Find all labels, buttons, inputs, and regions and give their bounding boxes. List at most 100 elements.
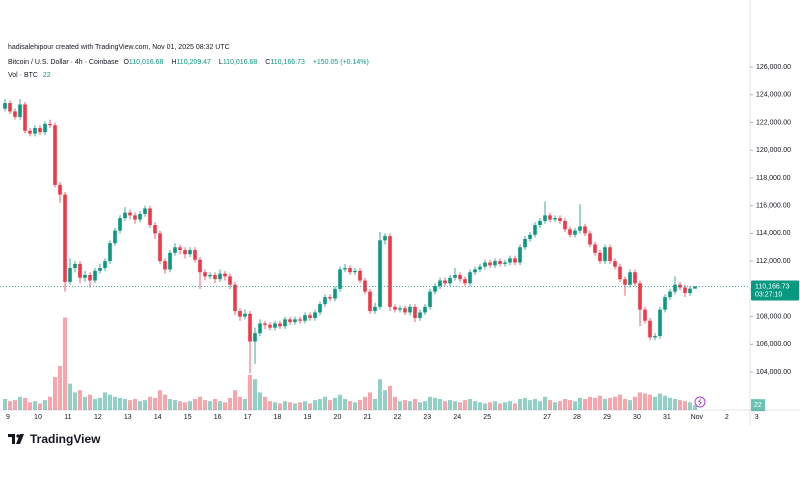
candle-body xyxy=(38,128,42,133)
candle-body xyxy=(13,111,17,117)
volume-bar xyxy=(223,402,227,410)
candle-body xyxy=(23,104,27,131)
candle-body xyxy=(358,270,362,281)
candle-body xyxy=(18,104,22,117)
candle-body xyxy=(628,272,632,285)
candle-body xyxy=(343,268,347,270)
candle-body xyxy=(613,261,617,267)
volume-bar xyxy=(618,394,622,410)
event-marker xyxy=(694,396,706,408)
candle-body xyxy=(428,291,432,307)
candle-body xyxy=(193,250,197,260)
volume-bar xyxy=(78,390,82,410)
y-tick-label: 118,000.00 xyxy=(756,175,791,182)
x-tick-label: 12 xyxy=(94,414,102,421)
volume-bar xyxy=(688,402,692,410)
candle-body xyxy=(508,258,512,263)
candle-body xyxy=(598,252,602,262)
candle-body xyxy=(423,306,427,313)
candle-body xyxy=(448,277,452,284)
y-tick-label: 124,000.00 xyxy=(756,92,791,99)
volume-bar xyxy=(473,401,477,410)
candle-body xyxy=(163,261,167,270)
candle-body xyxy=(108,243,112,262)
ohlc-prefix: O xyxy=(123,59,129,66)
volume-bar xyxy=(353,402,357,410)
y-tick-label: 108,000.00 xyxy=(756,313,791,320)
volume-bar xyxy=(343,399,347,410)
ohlc-prefix: C xyxy=(265,59,271,66)
candle-body xyxy=(493,261,497,266)
candle-body xyxy=(373,306,377,312)
candle-body xyxy=(398,308,402,310)
candle-body xyxy=(648,320,652,338)
candle-body xyxy=(618,266,622,280)
candle-body xyxy=(643,309,647,321)
candle-body xyxy=(433,286,437,292)
volume-legend: Vol · BTC 22 xyxy=(8,72,54,79)
y-tick-label: 114,000.00 xyxy=(756,230,791,237)
x-tick-label: 20 xyxy=(334,414,342,421)
candle-body xyxy=(318,304,322,313)
volume-bar xyxy=(278,403,282,410)
candle-body xyxy=(693,286,697,289)
candle-body xyxy=(503,262,507,264)
volume-bar xyxy=(138,401,142,410)
volume-bar xyxy=(433,397,437,410)
candle-body xyxy=(483,262,487,267)
candle-body xyxy=(683,287,687,294)
volume-bar xyxy=(98,397,102,410)
candle-body xyxy=(208,274,212,277)
x-tick-label: 3 xyxy=(755,414,759,421)
volume-bar xyxy=(308,403,312,410)
x-tick-label: 23 xyxy=(423,414,431,421)
candle-body xyxy=(363,280,367,292)
volume-bar xyxy=(403,400,407,410)
volume-bar xyxy=(213,399,217,410)
volume-bar xyxy=(533,399,537,410)
volume-bar xyxy=(133,399,137,410)
candle-body xyxy=(58,184,62,195)
candle-body xyxy=(473,269,477,273)
candle-body xyxy=(98,268,102,271)
volume-bar xyxy=(163,394,167,410)
candle-body xyxy=(583,226,587,234)
x-tick-label: 16 xyxy=(214,414,222,421)
ohlc: C110,166.73 xyxy=(265,59,308,66)
y-tick-label: 104,000.00 xyxy=(756,369,791,376)
volume-bar xyxy=(148,396,152,410)
volume-bar xyxy=(38,403,42,410)
candle-body xyxy=(608,247,612,262)
candle-body xyxy=(293,319,297,323)
volume-bar xyxy=(183,402,187,410)
candle-body xyxy=(533,225,537,235)
candle-body xyxy=(333,288,337,299)
volume-bar xyxy=(408,401,412,410)
volume-bar xyxy=(393,396,397,410)
volume-bar xyxy=(8,401,12,410)
volume-bar xyxy=(588,396,592,410)
volume-bar xyxy=(3,399,7,410)
volume-bar xyxy=(143,400,147,410)
ohlc-value: 110,209.47 xyxy=(176,59,211,66)
volume-bar xyxy=(373,399,377,410)
ohlc: L110,016.68 xyxy=(219,59,260,66)
volume-bar xyxy=(113,396,117,410)
candle-body xyxy=(468,272,472,284)
volume-bar xyxy=(383,390,387,410)
candle-body xyxy=(313,312,317,318)
candle-body xyxy=(143,208,147,214)
x-tick-label: 15 xyxy=(184,414,192,421)
x-tick-label: 17 xyxy=(244,414,252,421)
volume-bar xyxy=(658,393,662,410)
volume-bar xyxy=(43,400,47,410)
candle-body xyxy=(528,234,532,239)
volume-bar xyxy=(168,399,172,410)
volume-bar xyxy=(63,317,67,410)
candle-body xyxy=(413,306,417,318)
volume-bar xyxy=(453,401,457,410)
volume-bar xyxy=(13,400,17,410)
volume-bar xyxy=(493,401,497,410)
candle-body xyxy=(488,262,492,266)
volume-bar xyxy=(388,385,392,410)
